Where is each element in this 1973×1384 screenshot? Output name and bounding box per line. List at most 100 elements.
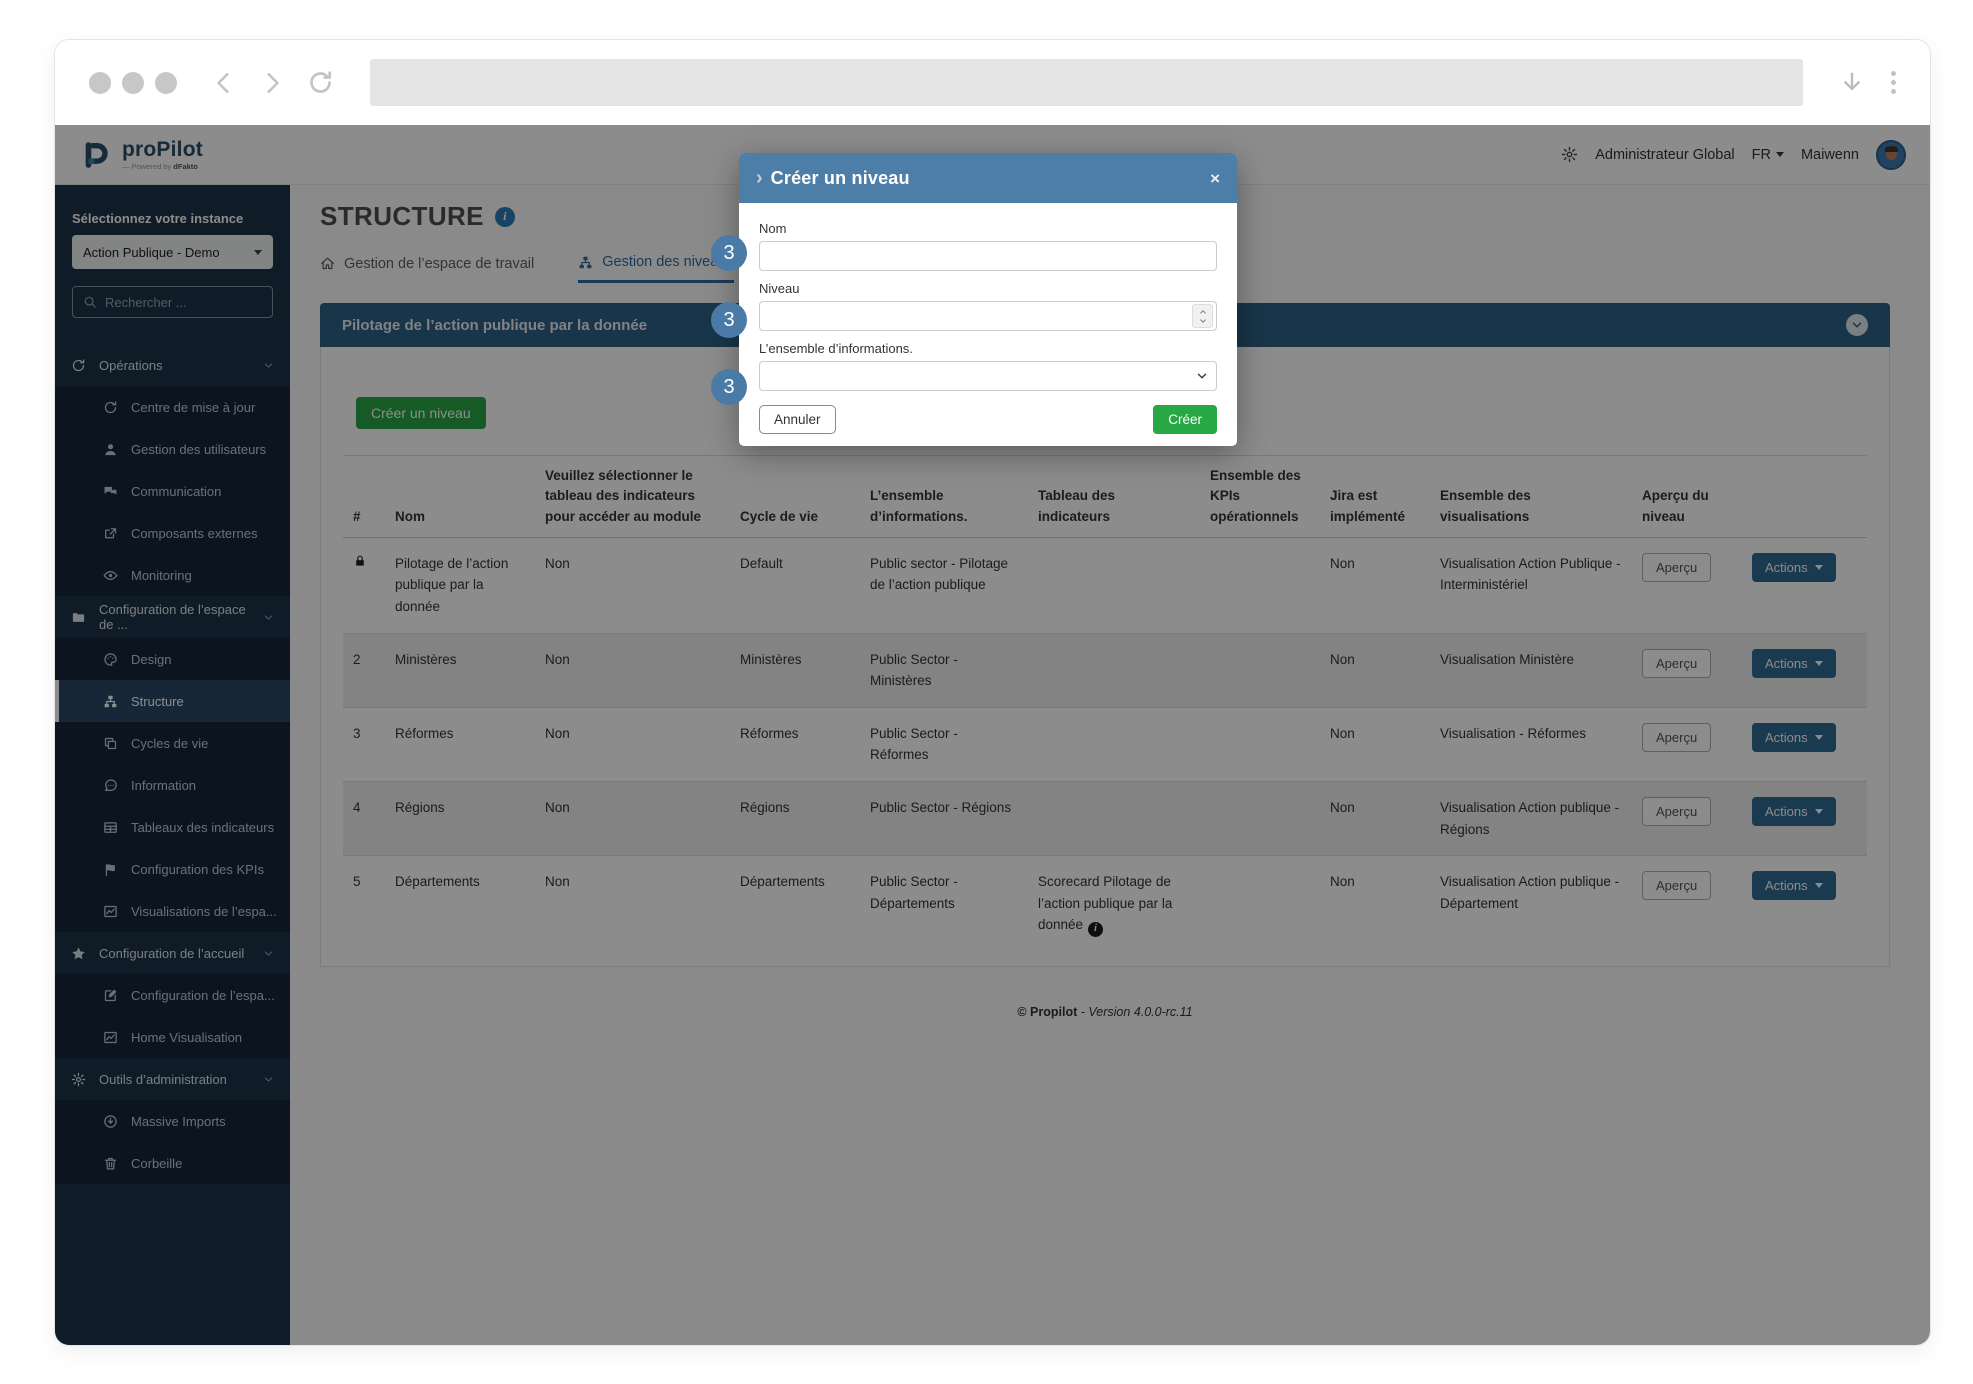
sidebar-item-configuration-des-kpis[interactable]: Configuration des KPIs: [55, 848, 290, 890]
table-header-row: # Nom Veuillez sélectionner le tableau des…: [343, 455, 1867, 538]
cell-nom: Réformes: [385, 706, 535, 782]
caret-down-icon: [1814, 883, 1823, 889]
sidebar-item-communication[interactable]: Communication: [55, 470, 290, 512]
sidebar-item-structure[interactable]: Structure: [55, 680, 290, 722]
actions-button[interactable]: Actions: [1752, 552, 1836, 582]
nom-input[interactable]: [759, 241, 1217, 271]
user-name[interactable]: Maiwenn: [1800, 146, 1859, 163]
url-bar[interactable]: [370, 59, 1803, 106]
column-header: Ensemble des KPIs opérationnels: [1200, 455, 1320, 538]
cell-ensemble: Public Sector - Ministères: [860, 632, 1028, 708]
caret-down-icon: [254, 249, 262, 255]
sidebar-item-label: Massive Imports: [131, 1113, 226, 1129]
create-level-button[interactable]: Créer un niveau: [356, 397, 486, 429]
sidebar-subgroup: Configuration de l’espa... Home Visualisa…: [55, 974, 290, 1058]
tab-bar: Gestion de l’espace de travail Gestion d…: [320, 254, 1890, 283]
back-icon[interactable]: [211, 70, 237, 96]
sidebar-section-label: Opérations: [99, 357, 163, 373]
cell-vis: Visualisation - Réformes: [1430, 706, 1632, 782]
cell-cycle: Default: [740, 555, 783, 571]
sidebar-item-design[interactable]: Design: [55, 638, 290, 680]
search-input[interactable]: [105, 294, 245, 310]
apercu-button[interactable]: Aperçu: [1642, 648, 1712, 678]
column-header: Veuillez sélectionner le tableau des ind…: [535, 455, 730, 538]
apercu-button[interactable]: Aperçu: [1642, 796, 1712, 826]
sidebar-section-configuration-de-l-espace-de[interactable]: Configuration de l’espace de ...: [55, 596, 290, 638]
window-dot: [155, 71, 177, 94]
sidebar-item-label: Tableaux des indicateurs: [131, 819, 275, 835]
info-icon[interactable]: i: [1088, 921, 1104, 937]
propilot-logo-icon: [85, 141, 108, 168]
annotation-badge-3: 3: [711, 369, 747, 405]
sidebar-item-massive-imports[interactable]: Massive Imports: [55, 1100, 290, 1142]
cell-module: Non: [545, 555, 570, 571]
cell-module: Non: [535, 780, 730, 856]
create-button[interactable]: Créer: [1153, 405, 1217, 434]
ensemble-informations-select[interactable]: [759, 361, 1217, 391]
cell-vis: Visualisation Ministère: [1430, 632, 1632, 708]
language-selector[interactable]: FR: [1752, 147, 1784, 163]
avatar[interactable]: [1876, 139, 1906, 170]
modal-body: Nom Niveau L’ensemble d’informations. Annu…: [739, 203, 1237, 446]
cell-vis: Visualisation Action publique - Régions: [1430, 780, 1632, 856]
instance-select[interactable]: Action Publique - Demo: [72, 235, 273, 269]
apercu-button[interactable]: Aperçu: [1642, 552, 1712, 582]
download-icon[interactable]: [1839, 70, 1865, 96]
actions-button[interactable]: Actions: [1752, 871, 1836, 901]
actions-button[interactable]: Actions: [1752, 796, 1836, 826]
refresh-icon[interactable]: [307, 69, 334, 96]
sidebar-nav: Opérations Centre de mise à jour Gestion d…: [55, 344, 290, 1184]
info-icon[interactable]: i: [494, 206, 515, 227]
cell-jira: Non: [1330, 555, 1355, 571]
logo[interactable]: proPilot — Powered by dFakto: [79, 138, 203, 172]
cell-apercu: Aperçu: [1632, 780, 1742, 856]
actions-button[interactable]: Actions: [1752, 648, 1836, 678]
cell-cycle: Ministères: [730, 632, 860, 708]
cell-num: 4: [343, 780, 385, 856]
close-icon[interactable]: ×: [1210, 168, 1220, 188]
actions-button[interactable]: Actions: [1752, 722, 1836, 752]
sidebar-item-cycles-de-vie[interactable]: Cycles de vie: [55, 722, 290, 764]
form-group-l-ensemble-d-informations: L’ensemble d’informations.: [759, 341, 1217, 391]
role-label[interactable]: Administrateur Global: [1595, 146, 1735, 163]
sidebar-item-corbeille[interactable]: Corbeille: [55, 1142, 290, 1184]
sidebar-item-visualisations-de-l-espa[interactable]: Visualisations de l’espa...: [55, 890, 290, 932]
sidebar-item-gestion-des-utilisateurs[interactable]: Gestion des utilisateurs: [55, 428, 290, 470]
sidebar-section-op-rations[interactable]: Opérations: [55, 344, 290, 386]
collapse-chevron-icon[interactable]: [1846, 314, 1868, 336]
cell-tableau: [1028, 780, 1200, 856]
sidebar-section-outils-d-administration[interactable]: Outils d’administration: [55, 1058, 290, 1100]
field-label: L’ensemble d’informations.: [759, 341, 913, 356]
sidebar-item-home-visualisation[interactable]: Home Visualisation: [55, 1016, 290, 1058]
column-header: [1742, 455, 1867, 538]
sidebar-item-information[interactable]: Information: [55, 764, 290, 806]
column-header: Cycle de vie: [730, 455, 860, 538]
cancel-button[interactable]: Annuler: [759, 405, 836, 434]
levels-table: # Nom Veuillez sélectionner le tableau des…: [343, 455, 1867, 952]
sidebar-item-composants-externes[interactable]: Composants externes: [55, 512, 290, 554]
sidebar-item-configuration-de-l-espa[interactable]: Configuration de l’espa...: [55, 974, 290, 1016]
panel-body: Créer un niveau # Nom Veuillez sélectionne…: [320, 347, 1890, 967]
logo-text: proPilot: [122, 137, 203, 161]
apercu-button[interactable]: Aperçu: [1642, 871, 1712, 901]
sidebar-section-configuration-de-l-accueil[interactable]: Configuration de l’accueil: [55, 932, 290, 974]
tab-gestion-espace-travail[interactable]: Gestion de l’espace de travail: [320, 254, 534, 283]
field-control: [759, 361, 1217, 391]
number-spinner[interactable]: [1192, 304, 1213, 328]
field-control: [759, 301, 1217, 331]
tab-gestion-des-niveaux[interactable]: Gestion des niveaux: [578, 254, 734, 283]
browser-menu-icon[interactable]: [1891, 71, 1896, 94]
cell-vis: Visualisation Action Publique - Intermin…: [1440, 555, 1621, 593]
sidebar-item-tableaux-des-indicateurs[interactable]: Tableaux des indicateurs: [55, 806, 290, 848]
page-title: STRUCTURE i: [320, 201, 1890, 232]
niveau-input[interactable]: [759, 301, 1217, 331]
sidebar-item-centre-de-mise-jour[interactable]: Centre de mise à jour: [55, 386, 290, 428]
apercu-button[interactable]: Aperçu: [1642, 722, 1712, 752]
cell-num: 5: [343, 855, 385, 952]
create-level-modal: › Créer un niveau × Nom Niveau L’ensemble …: [739, 153, 1237, 446]
sidebar-item-monitoring[interactable]: Monitoring: [55, 554, 290, 596]
form-group-niveau: Niveau: [759, 281, 1217, 331]
cell-apercu: Aperçu: [1632, 632, 1742, 708]
forward-icon[interactable]: [259, 70, 285, 96]
sidebar-search[interactable]: [72, 286, 273, 318]
